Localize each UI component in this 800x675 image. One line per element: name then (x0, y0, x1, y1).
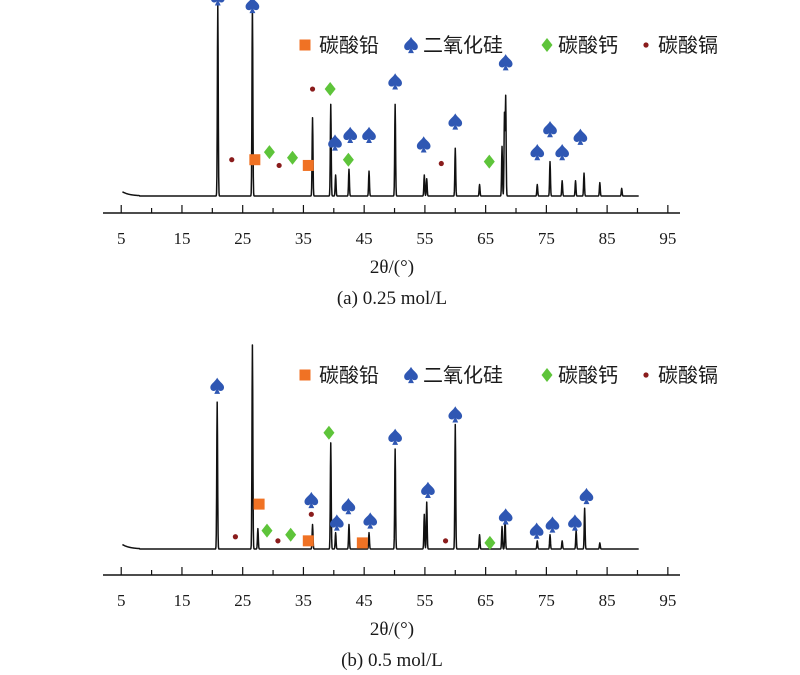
legend-diamond-marker-icon (541, 368, 553, 382)
spade-marker-icon-14 (388, 73, 402, 90)
spade-marker-icon-14 (388, 428, 402, 445)
legend-label: 碳酸钙 (558, 363, 618, 387)
spade-marker-icon-1 (245, 0, 260, 14)
spade-marker-icon-23 (579, 487, 594, 505)
x-tick-label: 5 (117, 591, 126, 610)
square-marker-icon-12 (356, 537, 368, 549)
square-marker-icon-7 (302, 159, 314, 171)
x-tick-label: 75 (538, 591, 555, 610)
diamond-marker-icon-4 (263, 145, 275, 160)
dot-marker-icon-4 (275, 538, 281, 544)
legend-square-marker-icon (299, 39, 311, 51)
legend-dot-marker-icon (643, 42, 649, 48)
legend-label: 二氧化硅 (423, 33, 503, 57)
xrd-curve-a (121, 4, 640, 197)
diamond-marker-icon-18 (484, 535, 496, 550)
spade-marker-icon-17 (448, 113, 463, 130)
panel-caption-b: (b) 0.5 mol/L (341, 650, 443, 671)
legend-label: 碳酸钙 (558, 33, 618, 57)
dot-marker-icon-2 (229, 157, 235, 163)
diamond-marker-icon-9 (323, 425, 335, 440)
x-axis-a: 5 15 25 35 45 55 65 75 85 95 (103, 205, 680, 248)
x-tick-label: 15 (173, 591, 190, 610)
x-axis-label-a: 2θ/(°) (370, 257, 414, 278)
dot-marker-icon-7 (308, 511, 314, 517)
x-tick-label: 65 (477, 591, 494, 610)
diamond-marker-icon-11 (342, 152, 354, 167)
x-tick-label: 75 (538, 229, 555, 248)
x-tick-label: 65 (477, 229, 494, 248)
square-marker-icon-2 (253, 498, 265, 510)
x-tick-label: 95 (659, 229, 676, 248)
x-tick-label: 85 (599, 229, 616, 248)
legend-spade-marker-icon (404, 366, 418, 384)
legend-a: 碳酸铅 二氧化硅 碳酸钙 碳酸镉 (299, 33, 718, 57)
dot-marker-icon-16 (438, 160, 444, 167)
spade-marker-icon-21 (545, 516, 560, 533)
legend-label: 碳酸铅 (319, 33, 379, 57)
spade-marker-icon-21 (543, 121, 557, 138)
legend-b: 碳酸铅 二氧化硅 碳酸钙 碳酸镉 (299, 363, 718, 387)
x-tick-label: 55 (416, 229, 433, 248)
x-tick-label: 5 (117, 229, 126, 248)
xrd-curve-b (121, 344, 640, 550)
square-marker-icon-6 (302, 535, 314, 547)
dot-marker-icon-1 (232, 534, 239, 540)
diamond-marker-icon-6 (286, 150, 298, 165)
spade-marker-icon-11 (341, 498, 356, 515)
spade-marker-icon-0 (211, 0, 225, 6)
x-tick-label: 45 (356, 229, 373, 248)
panel-b: 5 15 25 35 45 55 65 75 85 95 碳酸铅 二氧化硅 碳酸钙 碳酸镉 2θ/(°)… (103, 344, 718, 671)
legend-label: 碳酸镉 (658, 33, 718, 57)
x-tick-label: 95 (659, 591, 676, 610)
x-tick-label: 25 (234, 229, 251, 248)
spade-marker-icon-15 (421, 481, 435, 498)
diamond-marker-icon-18 (483, 154, 495, 169)
legend-diamond-marker-icon (541, 38, 553, 52)
x-tick-label: 55 (416, 591, 433, 610)
spade-marker-icon-12 (343, 126, 358, 144)
diamond-marker-icon-3 (261, 523, 273, 538)
spade-marker-icon-0 (210, 377, 225, 394)
x-tick-label: 35 (295, 229, 312, 248)
legend-square-marker-icon (299, 369, 311, 381)
dot-marker-icon-5 (276, 162, 282, 169)
legend-label: 碳酸镉 (658, 363, 718, 387)
spade-marker-icon-13 (362, 126, 376, 144)
legend-dot-marker-icon (643, 372, 649, 378)
legend-label: 二氧化硅 (423, 363, 503, 387)
legend-label: 碳酸铅 (319, 363, 379, 387)
panel-caption-a: (a) 0.25 mol/L (337, 288, 447, 309)
dot-marker-icon-8 (309, 86, 316, 92)
spade-marker-icon-20 (529, 522, 544, 539)
x-tick-label: 25 (234, 591, 251, 610)
x-tick-label: 45 (356, 591, 373, 610)
spade-marker-icon-10 (329, 514, 344, 531)
diamond-marker-icon-9 (324, 82, 336, 97)
spade-marker-icon-15 (416, 136, 431, 153)
x-axis-b: 5 15 25 35 45 55 65 75 85 95 (103, 567, 680, 610)
spade-marker-icon-10 (328, 134, 342, 151)
diamond-marker-icon-5 (285, 527, 297, 542)
spade-marker-icon-22 (555, 143, 570, 161)
dot-marker-icon-16 (442, 538, 449, 544)
square-marker-icon-3 (249, 154, 261, 166)
x-axis-label-b: 2θ/(°) (370, 619, 414, 640)
panel-a: 5 15 25 35 45 55 65 75 85 95 碳酸铅 二氧化硅 碳酸钙 碳酸镉 2θ/(°)… (103, 0, 718, 309)
x-tick-label: 35 (295, 591, 312, 610)
spade-marker-icon-23 (573, 128, 588, 145)
legend-spade-marker-icon (404, 36, 418, 54)
spade-marker-icon-13 (363, 512, 378, 529)
x-tick-label: 85 (599, 591, 616, 610)
phase-markers-a (211, 0, 588, 171)
spade-marker-icon-20 (530, 143, 545, 161)
spade-marker-icon-22 (568, 514, 582, 531)
spade-marker-icon-19 (498, 508, 513, 525)
phase-markers-b (210, 377, 594, 550)
spade-marker-icon-8 (304, 491, 319, 509)
spade-marker-icon-19 (498, 54, 513, 71)
x-tick-label: 15 (173, 229, 190, 248)
spade-marker-icon-17 (448, 406, 463, 423)
